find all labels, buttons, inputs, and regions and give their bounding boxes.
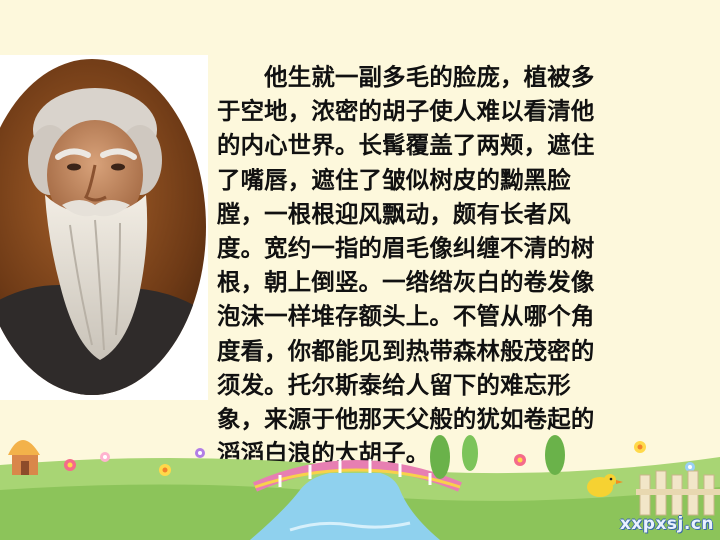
passage-line: 的内心世界。长髯覆盖了两颊，遮住 (217, 131, 595, 160)
portrait-frame (0, 55, 208, 400)
passage-text: 他生就一副多毛的脸庞，植被多 于空地，浓密的胡子使人难以看清他 的内心世界。长髯… (217, 60, 677, 470)
passage-line: 了嘴唇，遮住了皱似树皮的黝黑脸 (217, 165, 571, 194)
passage-line: 度。宽约一指的眉毛像纠缠不清的树 (217, 234, 595, 263)
passage-line: 泡沫一样堆存额头上。不管从哪个角 (217, 302, 595, 331)
passage-line: 于空地，浓密的胡子使人难以看清他 (217, 97, 595, 126)
passage-line: 象，来源于他那天父般的犹如卷起的 (217, 405, 595, 434)
passage-line: 须发。托尔斯泰给人留下的难忘形 (217, 370, 571, 399)
passage-line: 根，朝上倒竖。一绺绺灰白的卷发像 (217, 268, 595, 297)
site-watermark: xxpxsj.cn (619, 514, 714, 534)
cartoon-scenery (0, 435, 720, 540)
passage-line: 他生就一副多毛的脸庞，植被多 (217, 63, 595, 91)
passage-line: 膛，一根根迎风飘动，颇有长者风 (217, 199, 571, 228)
passage-line: 度看，你都能见到热带森林般茂密的 (217, 336, 595, 365)
tolstoy-portrait (0, 59, 206, 395)
